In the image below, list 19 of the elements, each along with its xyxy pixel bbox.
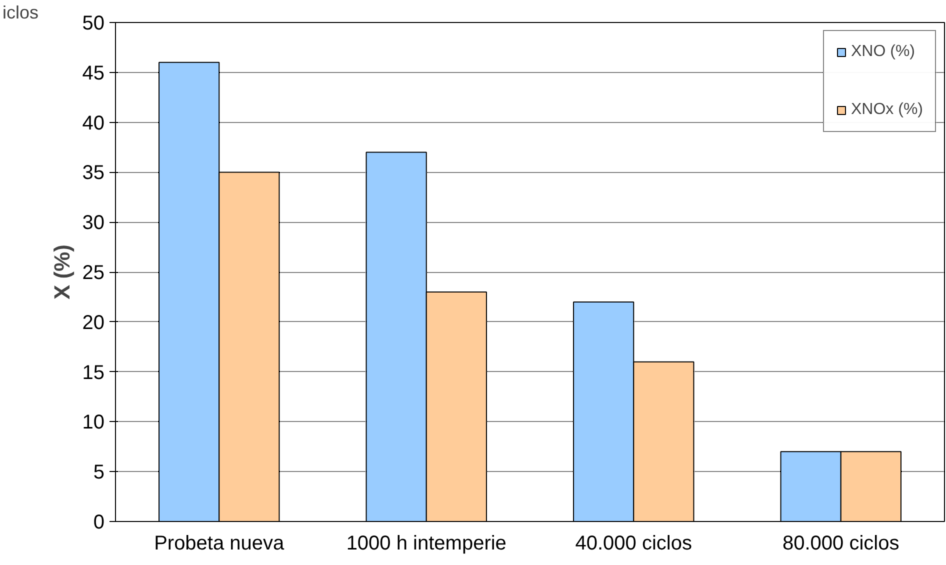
x-tick-label: 40.000 ciclos [575, 532, 692, 554]
y-tick-label: 0 [93, 512, 104, 534]
legend-label: XNO (%) [851, 43, 915, 61]
y-tick-label: 50 [82, 12, 105, 34]
y-tick-label: 30 [82, 212, 105, 234]
y-tick-label: 20 [82, 312, 105, 334]
y-tick-label: 40 [82, 112, 105, 134]
y-tick-label: 25 [82, 262, 105, 284]
text: iclos [2, 2, 39, 22]
y-tick-label: 35 [82, 162, 105, 184]
x-tick-label: Probeta nueva [154, 532, 286, 554]
y-tick-label: 45 [82, 62, 105, 84]
y-tick-label: 15 [82, 362, 105, 384]
y-axis-title: X (%) [49, 244, 74, 300]
legend-label: XNOx (%) [851, 101, 923, 119]
y-tick-label: 10 [82, 412, 105, 434]
x-tick-label: 80.000 ciclos [782, 532, 900, 554]
x-tick-label: 1000 h intemperie [346, 532, 506, 554]
y-tick-label: 5 [93, 462, 104, 484]
